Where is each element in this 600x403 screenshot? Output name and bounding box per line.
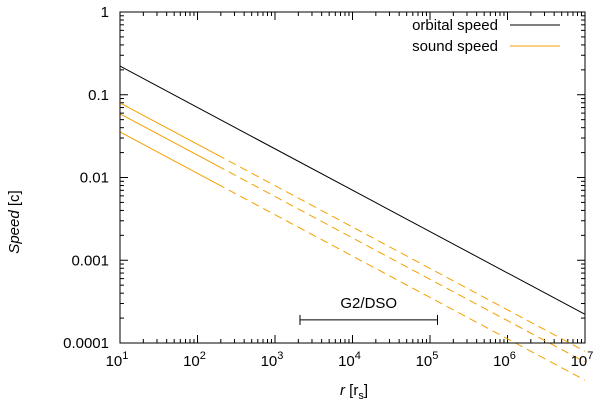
x-tick-label: 106: [493, 350, 516, 370]
annotation-label: G2/DSO: [340, 295, 397, 312]
y-tick-label: 0.1: [88, 87, 109, 104]
x-axis-label-unit-open: [: [349, 382, 354, 399]
y-axis-label: Speed [c]: [6, 190, 23, 253]
x-axis-label: r [rs]: [340, 382, 368, 402]
y-tick-label: 0.0001: [63, 335, 109, 352]
series-line: [119, 102, 218, 156]
annotation-layer: G2/DSO: [299, 295, 439, 325]
y-tick-label: 0.01: [80, 170, 109, 187]
plot-frame: [119, 11, 586, 344]
series-line-dashed: [217, 183, 586, 381]
series-line-dashed: [217, 154, 586, 352]
x-tick-label: 107: [571, 350, 594, 370]
series-layer: [119, 65, 586, 381]
legend-label: orbital speed: [412, 17, 498, 34]
y-axis-label-unit: [c]: [6, 190, 23, 206]
x-axis-label-unit-sub: s: [358, 390, 364, 402]
series-line: [119, 65, 586, 315]
x-tick-label: 105: [416, 350, 439, 370]
x-tick-label: 102: [183, 350, 206, 370]
y-tick-labels: 0.0001 0.001 0.01 0.1 1: [63, 4, 109, 352]
series-line-dashed: [217, 165, 586, 363]
legend: orbital speed sound speed: [412, 17, 560, 55]
legend-label: sound speed: [412, 38, 498, 55]
x-tick-label: 103: [261, 350, 284, 370]
x-tick-label: 101: [106, 350, 129, 370]
x-axis-label-var: r: [340, 382, 346, 399]
y-tick-label: 0.001: [71, 252, 109, 269]
x-tick-label: 104: [338, 350, 361, 370]
x-axis-label-unit-close: ]: [364, 382, 368, 399]
x-axis-label-unit-base: r: [353, 382, 358, 399]
series-line: [119, 131, 218, 185]
x-tick-labels: 101 102 103 104 105 106 107: [106, 350, 594, 370]
y-tick-label: 1: [101, 4, 109, 21]
y-axis-label-var: Speed: [6, 210, 23, 254]
axis-ticks: [119, 11, 586, 344]
series-line: [119, 113, 218, 167]
